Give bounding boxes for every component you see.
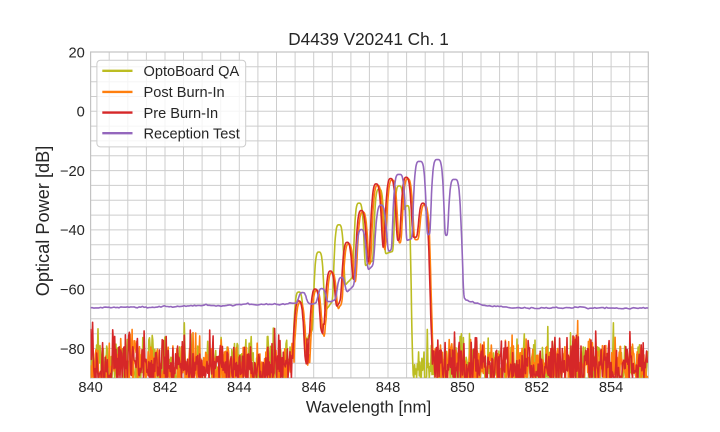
svg-text:D4439 V20241 Ch. 1: D4439 V20241 Ch. 1	[288, 29, 449, 49]
svg-text:−20: −20	[60, 164, 85, 180]
svg-text:854: 854	[599, 380, 624, 396]
svg-text:−60: −60	[60, 283, 85, 299]
svg-text:848: 848	[376, 380, 401, 396]
svg-text:840: 840	[78, 380, 103, 396]
svg-text:850: 850	[450, 380, 475, 396]
svg-text:Pre Burn-In: Pre Burn-In	[144, 106, 219, 122]
svg-text:20: 20	[68, 45, 84, 61]
svg-text:Reception Test: Reception Test	[144, 126, 240, 142]
svg-text:−40: −40	[60, 223, 85, 239]
svg-text:846: 846	[301, 380, 326, 396]
svg-text:Wavelength [nm]: Wavelength [nm]	[306, 398, 431, 417]
svg-text:852: 852	[525, 380, 550, 396]
svg-text:844: 844	[227, 380, 252, 396]
svg-text:OptoBoard QA: OptoBoard QA	[144, 64, 240, 80]
svg-text:0: 0	[77, 105, 85, 121]
svg-text:Post Burn-In: Post Burn-In	[144, 85, 225, 101]
svg-text:−80: −80	[60, 342, 85, 358]
svg-text:842: 842	[153, 380, 178, 396]
svg-text:Optical Power [dB]: Optical Power [dB]	[33, 146, 53, 297]
